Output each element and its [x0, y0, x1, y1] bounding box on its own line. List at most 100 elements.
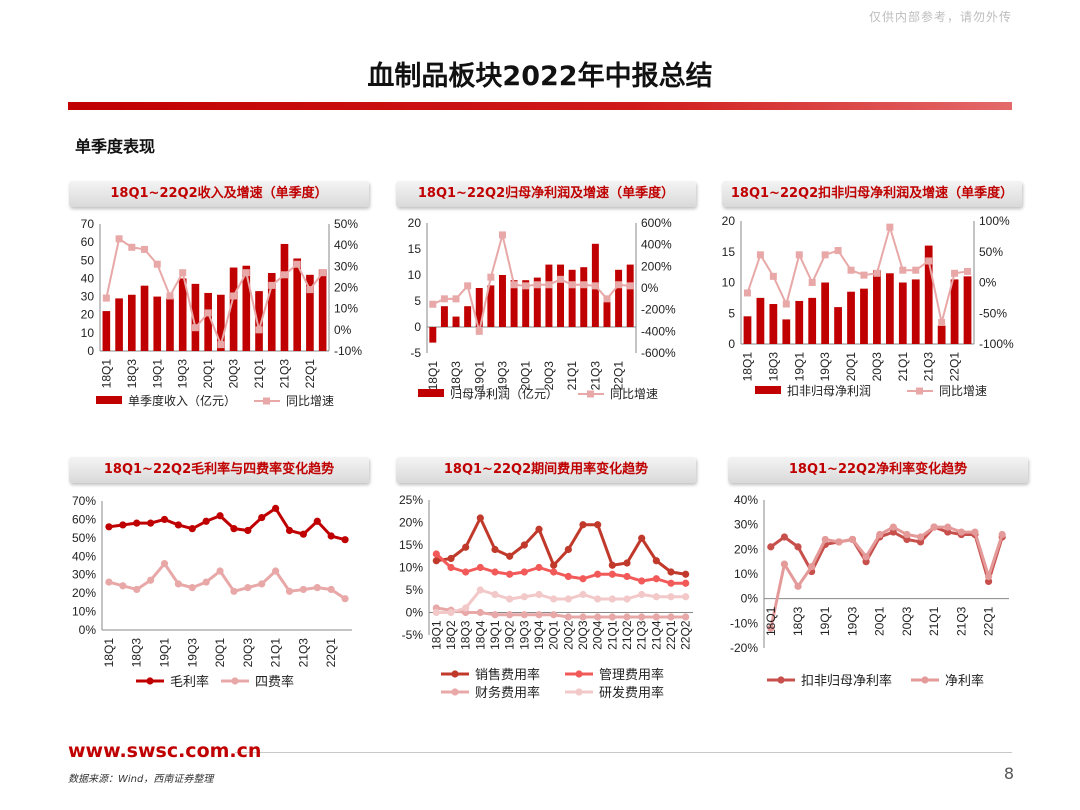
bar: [510, 280, 518, 327]
bar: [808, 297, 817, 344]
series-point: [835, 538, 843, 546]
series-point: [862, 558, 870, 566]
x-tick-label: 21Q4: [649, 620, 663, 650]
right-tick-label: -200%: [641, 303, 676, 317]
bar: [533, 277, 541, 327]
x-tick-label: 22Q1: [664, 620, 678, 650]
footer-url-link[interactable]: www.swsc.com.cn: [68, 740, 262, 762]
x-tick-label: 20Q3: [576, 620, 590, 650]
left-tick-label: 10: [722, 276, 736, 290]
bar: [153, 296, 162, 351]
growth-point: [533, 281, 541, 289]
x-tick-label: 18Q1: [740, 352, 754, 382]
growth-point: [464, 282, 472, 290]
series-point: [682, 570, 690, 578]
growth-point: [475, 327, 483, 335]
panel-header-margin: 18Q1~22Q2毛利率与四费率变化趋势: [69, 457, 369, 483]
series-line: [108, 506, 346, 542]
growth-point: [557, 275, 565, 283]
legend-swatch-point: [921, 676, 929, 684]
x-tick-label: 18Q1: [764, 606, 778, 636]
series-point: [889, 528, 897, 536]
legend-label: 扣非归母净利率: [801, 673, 892, 689]
x-tick-label: 21Q1: [927, 606, 941, 636]
series-point: [971, 528, 979, 536]
growth-point: [743, 289, 751, 297]
legend-bar-label: 扣非归母净利润: [787, 384, 871, 398]
net-profit-growth-chart: -5 0 5 10 15 20 -600% -400% -200% 0% 200% 400% 600% 1…: [408, 216, 676, 401]
x-tick-label: 21Q1: [896, 352, 910, 382]
series-point: [147, 576, 155, 584]
x-tick-label: 18Q3: [459, 620, 473, 650]
legend-bar-swatch: [96, 396, 122, 404]
x-tick-label: 18Q3: [125, 359, 139, 389]
series-point: [608, 613, 616, 621]
x-tick-label: 19Q4: [532, 620, 546, 650]
right-tick-label: -400%: [641, 324, 676, 338]
x-tick-label: 19Q1: [158, 638, 172, 668]
series-point: [272, 504, 280, 512]
series-point: [476, 563, 484, 572]
right-tick-label: -600%: [641, 346, 676, 360]
growth-point: [964, 267, 972, 275]
right-tick-label: -50%: [979, 306, 1007, 320]
left-tick-label: 50: [81, 253, 95, 267]
series-point: [957, 528, 965, 536]
footer-divider: [235, 752, 1012, 753]
page-number: 8: [1003, 764, 1014, 783]
growth-point: [847, 266, 855, 274]
bar: [280, 243, 289, 351]
revenue-growth-chart: 0 10 20 30 40 50 60 70 -10% 0% 10% 20% 30% 40% 50% 18Q1…: [81, 217, 363, 408]
legend-label: 研发费用率: [599, 685, 664, 701]
right-tick-label: 10%: [334, 302, 358, 316]
growth-point: [795, 251, 803, 259]
right-tick-label: 50%: [979, 245, 1003, 259]
x-tick-label: 21Q3: [635, 620, 649, 650]
growth-point: [440, 295, 448, 303]
x-tick-label: 20Q4: [591, 620, 605, 650]
x-tick-label: 20Q3: [870, 352, 884, 382]
bar: [615, 269, 623, 327]
x-tick-label: 22Q1: [324, 638, 338, 668]
series-point: [491, 590, 499, 599]
left-tick-label: 5: [728, 306, 735, 320]
growth-point: [306, 286, 314, 294]
series-point: [119, 521, 127, 529]
left-tick-label: 15: [722, 245, 736, 259]
series-point: [491, 568, 499, 576]
left-tick-label: 15: [408, 242, 422, 256]
x-tick-label: 19Q3: [176, 359, 190, 389]
left-tick-label: 30: [81, 290, 95, 304]
left-tick-label: 10: [408, 268, 422, 282]
x-tick-label: 18Q1: [99, 359, 113, 389]
y-tick-label: 50%: [72, 531, 96, 545]
y-tick-label: 60%: [72, 512, 96, 526]
x-tick-label: 21Q3: [922, 352, 936, 382]
expense-ratio-chart: -5%0%5%10%15%20%25%18Q1 18Q2 18Q3 18Q4 19Q1 1…: [399, 493, 693, 701]
right-tick-label: 20%: [334, 281, 358, 295]
series-point: [105, 578, 113, 586]
x-tick-label: 19Q3: [845, 606, 859, 636]
growth-point: [925, 257, 933, 265]
growth-line: [746, 223, 968, 323]
legend-bar-swatch: [418, 389, 444, 397]
footer-source-note: 数据来源：Wind，西南证券整理: [68, 774, 214, 785]
series-point: [667, 568, 675, 576]
series-point: [506, 595, 514, 603]
series-point: [638, 534, 646, 542]
series-point: [432, 557, 440, 565]
bar: [743, 316, 752, 344]
series-point: [623, 559, 631, 567]
series-point: [327, 585, 335, 594]
x-tick-label: 20Q1: [201, 359, 215, 389]
series-point: [652, 593, 660, 601]
bar: [475, 288, 483, 327]
series-point: [244, 584, 252, 592]
y-tick-label: 25%: [399, 493, 423, 507]
growth-point: [580, 281, 588, 289]
growth-point: [522, 282, 530, 290]
series-point: [133, 585, 141, 594]
legend-line-label: 同比增速: [939, 384, 987, 398]
series-point: [667, 593, 675, 601]
bar: [115, 298, 123, 351]
